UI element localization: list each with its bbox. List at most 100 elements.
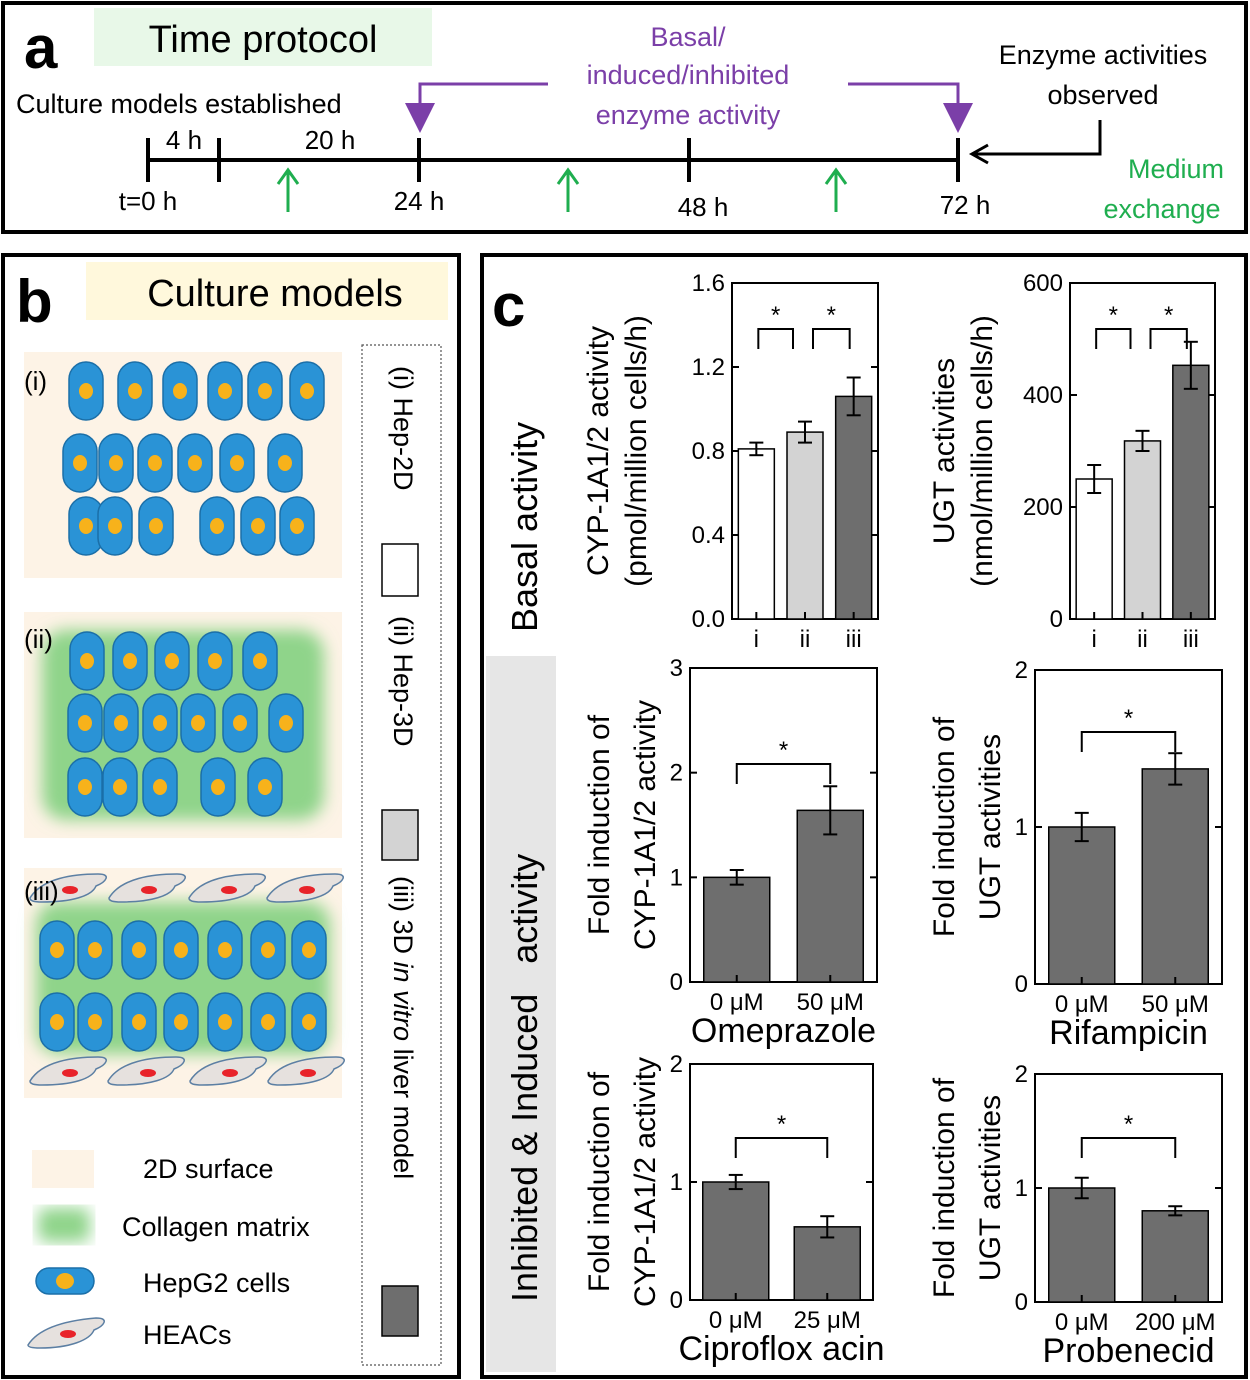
chart-cyp_omeprazole: 0 1 2 3 Fold induction of CYP-1A1/2 activity 0…	[583, 655, 878, 1050]
x-tick-label: 50 μM	[797, 989, 864, 1016]
heac-cell	[189, 1056, 267, 1086]
x-tick-label: iii	[846, 626, 862, 653]
bar	[1075, 478, 1113, 620]
svg-text:Inhibited & Induced activity: Inhibited & Induced activity	[504, 854, 545, 1302]
bar	[796, 809, 864, 983]
significance-star: *	[771, 302, 780, 329]
hepg2-cell	[247, 361, 283, 421]
time-0h: t=0 h	[119, 186, 178, 216]
interval-20h: 20 h	[305, 125, 356, 155]
hepg2-cell	[154, 631, 190, 691]
panel-b: b Culture models (i) (ii) (iii) 2D surfa…	[1, 253, 461, 1379]
medium-label-2: exchange	[1103, 194, 1220, 224]
x-tick-label: 0 μM	[1055, 991, 1109, 1018]
legend-heac-icon	[27, 1317, 105, 1349]
chart-ugt_probenecid: 0 1 2 Fold induction of UGT activities 0 μM 20…	[928, 1061, 1223, 1370]
svg-text:(i) Hep-2D: (i) Hep-2D	[388, 366, 418, 491]
panel-a: a Time protocol Culture models establish…	[1, 1, 1248, 234]
y-axis-label: (nmol/million cells/h)	[966, 315, 999, 587]
hepg2-cell	[163, 920, 199, 980]
purple-arrow-left	[405, 82, 548, 133]
hepg2-cell	[98, 433, 134, 493]
chart-ugt_rifampicin: 0 1 2 Fold induction of UGT activities 0 μM 50…	[928, 657, 1223, 1052]
bar	[1141, 1210, 1209, 1303]
y-tick-label: 0.0	[692, 606, 725, 633]
hepg2-cell	[77, 992, 113, 1052]
row-label-bg	[486, 656, 556, 1372]
legend-collagen-swatch	[38, 1208, 90, 1242]
hepg2-cell	[268, 693, 304, 753]
heac-cell	[107, 1056, 185, 1086]
x-axis-label: Omeprazole	[691, 1012, 876, 1050]
cells-layer	[29, 361, 345, 1086]
panel-b-title-bg	[86, 262, 448, 320]
x-tick-label: iii	[1183, 626, 1199, 653]
legend-heac-label: HEACs	[143, 1320, 232, 1350]
hepg2-cell	[68, 496, 104, 556]
heac-cell	[29, 873, 107, 903]
hepg2-cell	[279, 496, 315, 556]
significance-star: *	[827, 302, 836, 329]
key-box	[361, 344, 442, 1366]
time-48h: 48 h	[678, 192, 729, 222]
y-tick-label: 0	[670, 1287, 683, 1314]
observed-arrow-head	[968, 143, 989, 165]
purple-label-3: enzyme activity	[596, 100, 781, 130]
x-tick-label: 0 μM	[1055, 1309, 1109, 1336]
hepg2-cell	[117, 361, 153, 421]
hepg2-cell	[242, 631, 278, 691]
bar	[1048, 826, 1116, 985]
hepg2-cell	[199, 496, 235, 556]
y-tick-label: 1.6	[692, 270, 725, 297]
bar	[702, 1181, 770, 1301]
x-tick-label: ii	[800, 626, 811, 653]
y-tick-label: 0.8	[692, 438, 725, 465]
legend-surface-label: 2D surface	[143, 1154, 274, 1184]
y-tick-label: 2	[670, 1051, 683, 1078]
y-axis-label: Fold induction of	[583, 1071, 616, 1292]
y-axis-label: CYP-1A1/2 activity	[582, 326, 615, 576]
y-tick-label: 2	[1015, 1061, 1028, 1088]
significance-star: *	[777, 1111, 786, 1138]
x-tick-label: 0 μM	[709, 1307, 763, 1334]
significance-star: *	[1124, 1111, 1133, 1138]
chart-ugt_basal: 0 200 400 600 UGT activities (nmol/million ce…	[928, 270, 1216, 653]
x-tick-label: 50 μM	[1142, 991, 1209, 1018]
hepg2-cell	[162, 361, 198, 421]
panel-a-border	[1, 1, 1248, 234]
bar	[737, 448, 776, 620]
bar	[834, 395, 873, 620]
y-tick-label: 1	[1015, 814, 1028, 841]
key-item-ii-text: (ii) Hep-3D	[388, 616, 418, 747]
purple-arrow-right	[848, 82, 973, 133]
hepg2-cell	[97, 496, 133, 556]
hepg2-cell	[180, 693, 216, 753]
green-arrow-1	[276, 167, 300, 212]
legend-collagen-label: Collagen matrix	[122, 1212, 310, 1242]
observed-label-1: Enzyme activities	[999, 40, 1208, 70]
panel-c-border	[480, 253, 1248, 1379]
bar	[786, 431, 824, 620]
bar	[1141, 768, 1209, 985]
y-axis-label: UGT activities	[974, 1095, 1007, 1281]
panel-a-title-bg	[94, 8, 432, 66]
significance-bracket	[735, 763, 832, 784]
bar	[1123, 440, 1162, 620]
key-swatch-ii	[381, 809, 419, 861]
model-ii-label: (ii)	[24, 624, 53, 654]
significance-bracket	[812, 328, 851, 349]
x-axis-label: Rifampicin	[1049, 1014, 1208, 1052]
hepg2-cell	[102, 757, 138, 817]
y-tick-label: 1	[670, 1169, 683, 1196]
hepg2-cell	[67, 757, 103, 817]
y-tick-label: 0.4	[692, 522, 725, 549]
x-tick-label: ii	[1137, 626, 1148, 653]
y-axis-label: Fold induction of	[583, 714, 616, 935]
y-axis-label: Fold induction of	[928, 716, 961, 937]
heac-cell	[29, 1056, 107, 1086]
medium-exchange-arrows	[276, 167, 848, 212]
y-tick-label: 2	[1015, 657, 1028, 684]
hepg2-cell	[39, 992, 75, 1052]
hepg2-cell	[77, 920, 113, 980]
